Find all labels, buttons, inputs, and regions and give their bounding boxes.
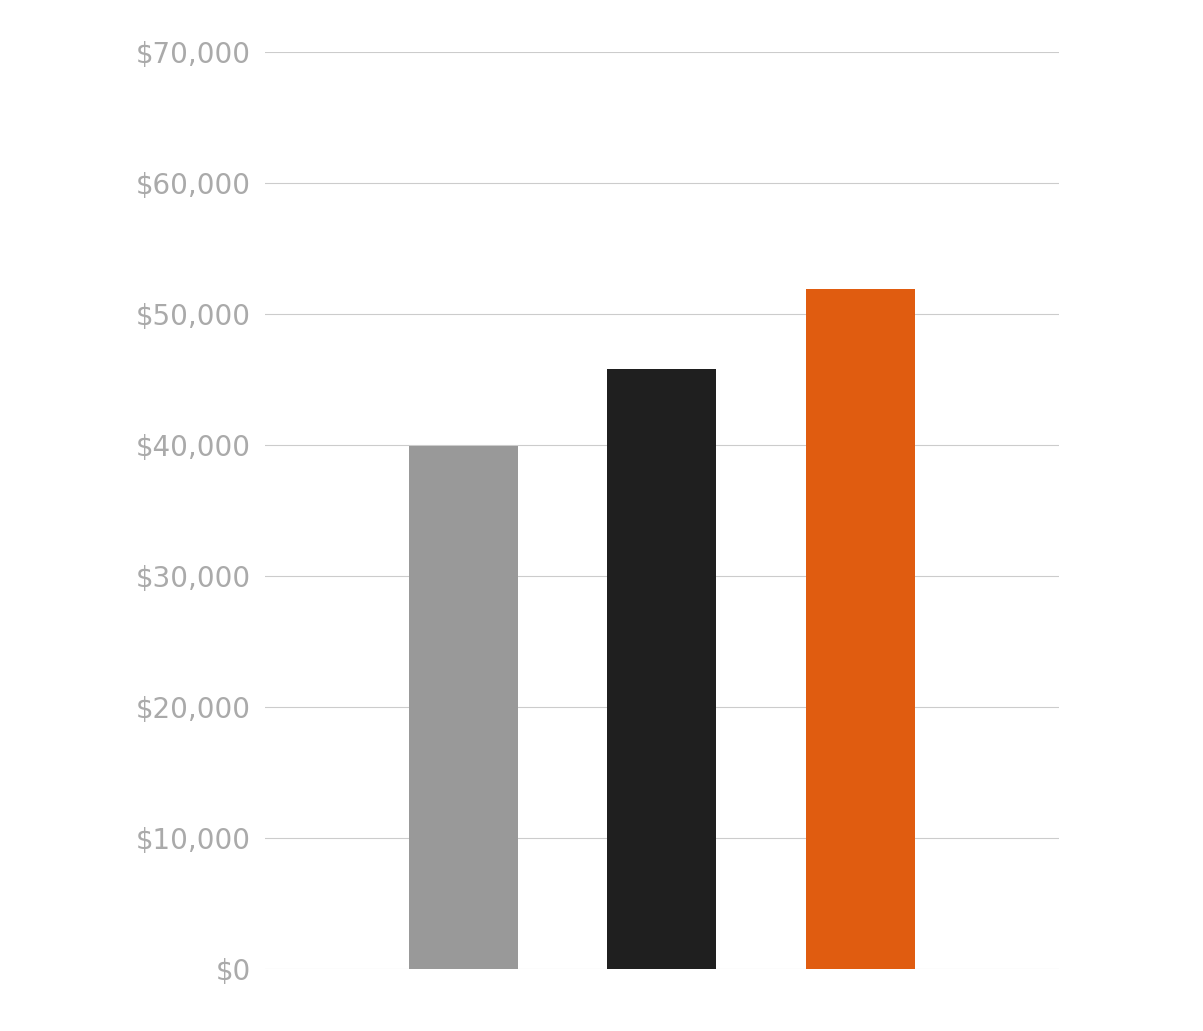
Bar	[608, 369, 716, 969]
Bar	[806, 290, 914, 969]
Bar	[409, 446, 517, 969]
